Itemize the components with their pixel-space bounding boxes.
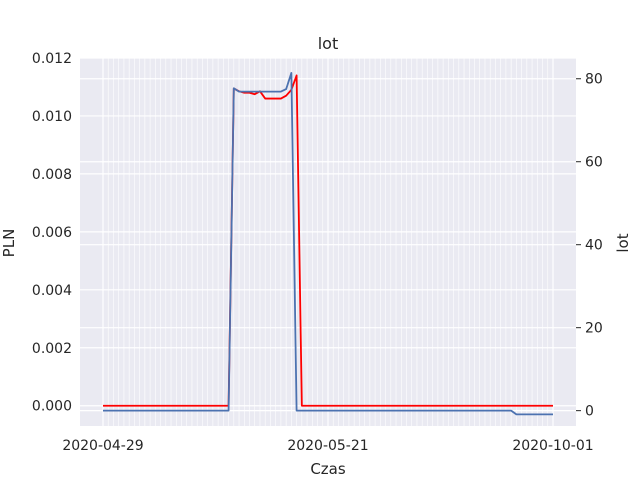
y-left-tick-label: 0.010 <box>32 109 72 125</box>
y-right-tick-labels: 0 20 40 60 80 <box>576 72 603 420</box>
x-tick-label: 2020-10-01 <box>512 438 593 454</box>
y-right-tick-label: 80 <box>585 72 603 88</box>
y-right-tick-label: 0 <box>585 404 594 420</box>
y-right-tick-label: 40 <box>585 238 603 254</box>
y-left-tick-label: 0.008 <box>32 167 72 183</box>
x-tick-labels: 2020-04-29 2020-05-21 2020-10-01 <box>62 438 593 454</box>
major-grid <box>80 57 576 426</box>
series-line-2 <box>103 72 553 416</box>
y-left-tick-label: 0.000 <box>32 399 72 415</box>
x-tick-label: 2020-05-21 <box>287 438 368 454</box>
y-right-tick-label: 20 <box>585 321 603 337</box>
y-right-tick-label: 60 <box>585 155 603 171</box>
y-left-tick-labels: 0.000 0.002 0.004 0.006 0.008 0.010 0.012 <box>32 51 72 415</box>
series-layer <box>103 72 553 416</box>
x-axis-title: Czas <box>310 460 346 478</box>
x-tick-label: 2020-04-29 <box>62 438 143 454</box>
y-left-axis-title: PLN <box>0 229 18 258</box>
chart-title: lot <box>318 34 339 53</box>
y-left-tick-label: 0.006 <box>32 225 72 241</box>
y-left-tick-label: 0.012 <box>32 51 72 67</box>
minor-grid <box>102 58 554 426</box>
y-left-tick-label: 0.002 <box>32 341 72 357</box>
y-left-tick-label: 0.004 <box>32 283 72 299</box>
y-right-axis-title: lot <box>614 233 632 252</box>
